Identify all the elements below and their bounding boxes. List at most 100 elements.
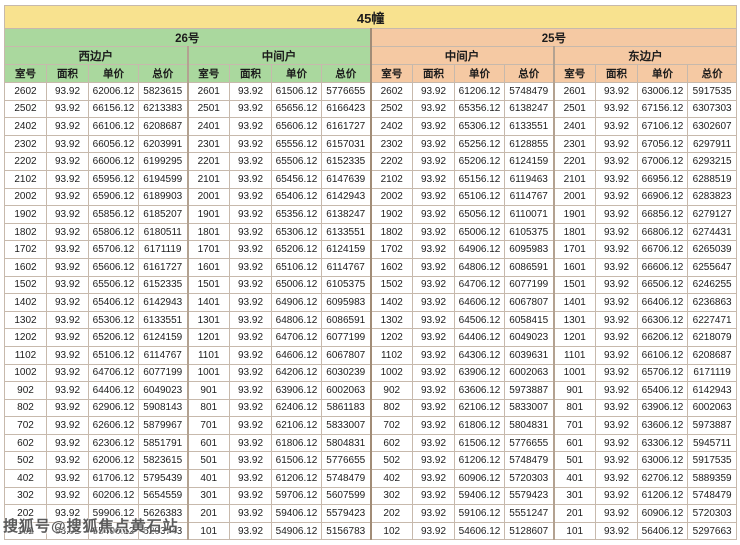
unit-price-cell: 65006.12 — [271, 275, 322, 295]
unit-price-cell: 64906.12 — [454, 240, 505, 259]
total-price-cell: 5156783 — [321, 521, 371, 541]
total-price-cell: 5203743 — [138, 521, 188, 541]
area-cell: 93.92 — [595, 257, 638, 277]
area-cell: 93.92 — [412, 486, 455, 506]
column-header-total-price: 总价 — [686, 64, 738, 83]
area-cell: 93.92 — [412, 469, 455, 488]
room-cell: 702 — [369, 416, 413, 435]
room-cell: 2201 — [186, 152, 230, 171]
area-cell: 93.92 — [595, 416, 638, 435]
area-cell: 93.92 — [229, 293, 272, 312]
total-price-cell: 5879967 — [138, 416, 188, 435]
room-cell: 2201 — [552, 152, 596, 171]
table-row: 602 93.92 62306.12 5851791 601 93.92 61806.12 5… — [4, 433, 738, 453]
room-cell: 402 — [4, 469, 47, 488]
room-cell: 1301 — [186, 310, 230, 330]
unit-price-cell: 60906.12 — [454, 469, 505, 488]
column-header-unit-price: 单价 — [454, 64, 505, 83]
unit-price-cell: 63906.12 — [454, 363, 505, 383]
unit-price-cell: 66306.12 — [637, 310, 688, 330]
room-cell: 2602 — [4, 82, 47, 101]
room-cell: 1602 — [4, 257, 47, 277]
column-header-area: 面积 — [46, 64, 89, 83]
table-row: 1502 93.92 65506.12 6152335 1501 93.92 65006.1… — [4, 275, 738, 295]
area-cell: 93.92 — [412, 187, 455, 207]
area-cell: 93.92 — [46, 433, 89, 453]
unit-price-cell: 56406.12 — [637, 521, 688, 541]
unit-price-cell: 54606.12 — [454, 521, 505, 541]
room-cell: 2302 — [369, 134, 413, 154]
total-price-cell: 6039631 — [504, 345, 554, 365]
room-cell: 401 — [552, 469, 596, 488]
table-row: 2202 93.92 66006.12 6199295 2201 93.92 65506.1… — [4, 152, 738, 171]
total-price-cell: 6185207 — [138, 205, 188, 224]
building-26-header: 26号 — [4, 28, 371, 47]
total-price-cell: 5720303 — [686, 504, 738, 523]
room-cell: 1401 — [552, 293, 596, 312]
room-cell: 801 — [186, 398, 230, 418]
area-cell: 93.92 — [412, 416, 455, 435]
room-cell: 501 — [552, 451, 596, 471]
room-cell: 2501 — [186, 99, 230, 119]
room-cell: 701 — [552, 416, 596, 435]
total-price-cell: 5776655 — [321, 82, 371, 101]
total-price-cell: 6227471 — [686, 310, 738, 330]
total-price-cell: 6265039 — [686, 240, 738, 259]
table-row: 502 93.92 62006.12 5823615 501 93.92 61506.12 5… — [4, 451, 738, 471]
unit-price-cell: 65056.12 — [454, 205, 505, 224]
unit-price-cell: 62706.12 — [637, 469, 688, 488]
unit-section-row: 西边户 中间户 中间户 东边户 — [4, 46, 738, 65]
unit-price-cell: 67006.12 — [637, 152, 688, 171]
area-cell: 93.92 — [595, 504, 638, 523]
table-row: 2102 93.92 65956.12 6194599 2101 93.92 65456.1… — [4, 169, 738, 189]
column-header-area: 面积 — [595, 64, 638, 83]
unit-price-cell: 66906.12 — [637, 187, 688, 207]
unit-price-cell: 61506.12 — [271, 451, 322, 471]
area-cell: 93.92 — [46, 82, 89, 101]
total-price-cell: 5861183 — [321, 398, 371, 418]
unit-price-cell: 66406.12 — [637, 293, 688, 312]
table-row: 1402 93.92 65406.12 6142943 1401 93.92 64906.1… — [4, 293, 738, 312]
area-cell: 93.92 — [229, 345, 272, 365]
unit-price-cell: 67106.12 — [637, 117, 688, 136]
room-cell: 802 — [369, 398, 413, 418]
area-cell: 93.92 — [412, 310, 455, 330]
unit-price-cell: 63006.12 — [637, 451, 688, 471]
total-price-cell: 5973887 — [686, 416, 738, 435]
total-price-cell: 5889359 — [686, 469, 738, 488]
total-price-cell: 5748479 — [686, 486, 738, 506]
total-price-cell: 6067807 — [321, 345, 371, 365]
column-header-total-price: 总价 — [504, 64, 554, 83]
room-cell: 1501 — [552, 275, 596, 295]
room-cell: 502 — [4, 451, 47, 471]
total-price-cell: 6002063 — [321, 381, 371, 400]
total-price-cell: 6114767 — [504, 187, 554, 207]
area-cell: 93.92 — [595, 240, 638, 259]
unit-price-cell: 63006.12 — [637, 82, 688, 101]
total-price-cell: 6279127 — [686, 205, 738, 224]
total-price-cell: 6105375 — [504, 222, 554, 242]
area-cell: 93.92 — [46, 275, 89, 295]
area-cell: 93.92 — [46, 134, 89, 154]
area-cell: 93.92 — [595, 381, 638, 400]
unit-price-cell: 61506.12 — [454, 433, 505, 453]
room-cell: 601 — [186, 433, 230, 453]
area-cell: 93.92 — [46, 99, 89, 119]
unit-price-cell: 65606.12 — [271, 117, 322, 136]
unit-price-cell: 61206.12 — [454, 451, 505, 471]
room-cell: 2102 — [4, 169, 47, 189]
column-header-unit-price: 单价 — [88, 64, 139, 83]
unit-price-cell: 65556.12 — [271, 134, 322, 154]
unit-price-cell: 65506.12 — [271, 152, 322, 171]
room-cell: 1001 — [552, 363, 596, 383]
unit-price-cell: 66056.12 — [88, 134, 139, 154]
table-row: 402 93.92 61706.12 5795439 401 93.92 61206.12 5… — [4, 469, 738, 488]
unit-price-cell: 65906.12 — [88, 187, 139, 207]
total-price-cell: 6203991 — [138, 134, 188, 154]
room-cell: 2502 — [4, 99, 47, 119]
area-cell: 93.92 — [229, 222, 272, 242]
room-cell: 802 — [4, 398, 47, 418]
unit-price-cell: 64306.12 — [454, 345, 505, 365]
room-cell: 2401 — [552, 117, 596, 136]
total-price-cell: 6208687 — [686, 345, 738, 365]
